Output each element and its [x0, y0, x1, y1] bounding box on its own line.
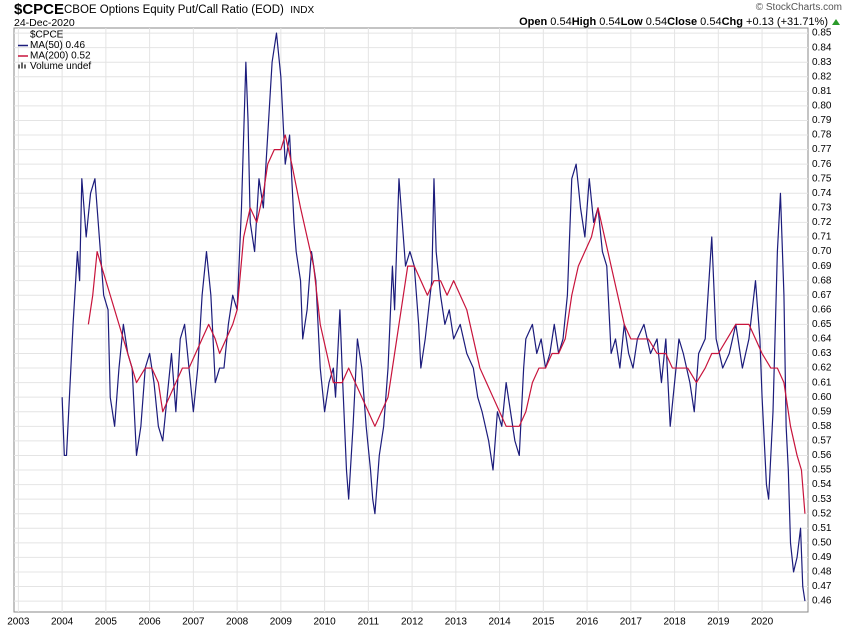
- quote: Open 0.54High 0.54Low 0.54Close 0.54Chg …: [519, 16, 828, 28]
- y-tick-label: 0.76: [812, 159, 832, 170]
- y-tick-label: 0.51: [812, 523, 832, 534]
- y-tick-label: 0.78: [812, 130, 832, 141]
- y-tick-label: 0.75: [812, 173, 832, 184]
- x-tick-label: 2007: [182, 617, 205, 628]
- y-tick-label: 0.66: [812, 304, 832, 315]
- y-tick-label: 0.73: [812, 203, 832, 214]
- quote-label: Open: [519, 16, 548, 28]
- y-tick-label: 0.67: [812, 290, 832, 301]
- x-tick-label: 2003: [7, 617, 30, 628]
- series-line: [61, 32, 806, 602]
- legend-label: MA(200) 0.52: [30, 51, 91, 62]
- x-tick-label: 2010: [313, 617, 336, 628]
- y-tick-label: 0.56: [812, 450, 832, 461]
- quote-value: 0.54: [599, 16, 621, 28]
- symbol: $CPCE: [14, 1, 65, 18]
- y-tick-label: 0.74: [812, 188, 832, 199]
- y-tick-label: 0.47: [812, 581, 832, 592]
- up-arrow: [832, 19, 840, 25]
- x-tick-label: 2006: [138, 617, 161, 628]
- y-tick-label: 0.60: [812, 392, 832, 403]
- x-tick-label: 2017: [620, 617, 643, 628]
- x-tick-label: 2008: [226, 617, 249, 628]
- legend-title: $CPCE: [30, 30, 64, 41]
- y-tick-label: 0.59: [812, 406, 832, 417]
- header: $CPCE CBOE Options Equity Put/Call Ratio…: [14, 0, 842, 29]
- description: CBOE Options Equity Put/Call Ratio (EOD)…: [64, 4, 314, 16]
- y-tick-label: 0.81: [812, 86, 832, 97]
- quote-value: 0.54: [550, 16, 572, 28]
- y-tick-label: 0.72: [812, 217, 832, 228]
- y-tick-label: 0.46: [812, 596, 832, 607]
- y-tick-label: 0.85: [812, 28, 832, 39]
- y-tick-label: 0.71: [812, 232, 832, 243]
- series-line: [87, 134, 806, 514]
- legend-label: MA(50) 0.46: [30, 40, 85, 51]
- x-tick-label: 2012: [401, 617, 424, 628]
- y-tick-label: 0.61: [812, 377, 832, 388]
- y-tick-label: 0.55: [812, 465, 832, 476]
- description-text: CBOE Options Equity Put/Call Ratio (EOD): [64, 4, 284, 16]
- labels: 0.46 0.47 0.48 0.49 0.50 0.51 0.52 0.53 0.54 0.55…: [7, 28, 832, 628]
- x-tick-label: 2005: [95, 617, 118, 628]
- y-tick-label: 0.58: [812, 421, 832, 432]
- y-tick-label: 0.65: [812, 319, 832, 330]
- y-tick-label: 0.82: [812, 71, 832, 82]
- volume-icon: [18, 64, 20, 69]
- y-tick-label: 0.83: [812, 57, 832, 68]
- y-tick-label: 0.69: [812, 261, 832, 272]
- lines: [61, 32, 806, 602]
- quote-value: 0.54: [645, 16, 668, 28]
- y-tick-label: 0.52: [812, 508, 832, 519]
- date: 24-Dec-2020: [14, 17, 75, 29]
- x-tick-label: 2020: [751, 617, 774, 628]
- quote-value: +0.13 (+31.71%): [746, 16, 828, 28]
- y-tick-label: 0.62: [812, 363, 832, 374]
- volume-icon: [21, 62, 23, 69]
- plot-frame: [13, 27, 809, 613]
- quote-label: Close: [667, 16, 698, 28]
- x-tick-label: 2004: [51, 617, 74, 628]
- x-tick-label: 2009: [270, 617, 293, 628]
- y-tick-label: 0.84: [812, 42, 832, 53]
- y-tick-label: 0.57: [812, 436, 832, 447]
- x-tick-label: 2011: [358, 617, 380, 628]
- y-tick-label: 0.70: [812, 246, 832, 257]
- y-tick-label: 0.54: [812, 479, 832, 490]
- x-tick-label: 2019: [707, 617, 730, 628]
- y-tick-label: 0.77: [812, 144, 832, 155]
- y-tick-label: 0.79: [812, 115, 832, 126]
- exchange: INDX: [290, 5, 315, 16]
- x-tick-label: 2015: [532, 617, 555, 628]
- quote-value: 0.54: [700, 16, 722, 28]
- y-tick-label: 0.64: [812, 334, 832, 345]
- x-tick-label: 2014: [488, 617, 511, 628]
- y-tick-label: 0.68: [812, 275, 832, 286]
- x-tick-label: 2016: [576, 617, 599, 628]
- y-tick-label: 0.63: [812, 348, 832, 359]
- x-tick-label: 2018: [663, 617, 686, 628]
- y-tick-label: 0.53: [812, 494, 832, 505]
- y-tick-label: 0.48: [812, 567, 832, 578]
- quote-label: Low: [620, 16, 643, 28]
- x-tick-label: 2013: [445, 617, 468, 628]
- legend-label: Volume undef: [30, 61, 91, 72]
- y-tick-label: 0.80: [812, 101, 832, 112]
- quote-label: High: [571, 16, 597, 28]
- volume-icon: [24, 64, 26, 69]
- copyright: © StockCharts.com: [755, 2, 842, 13]
- y-tick-label: 0.50: [812, 537, 832, 548]
- quote-label: Chg: [721, 16, 743, 28]
- y-tick-label: 0.49: [812, 552, 832, 563]
